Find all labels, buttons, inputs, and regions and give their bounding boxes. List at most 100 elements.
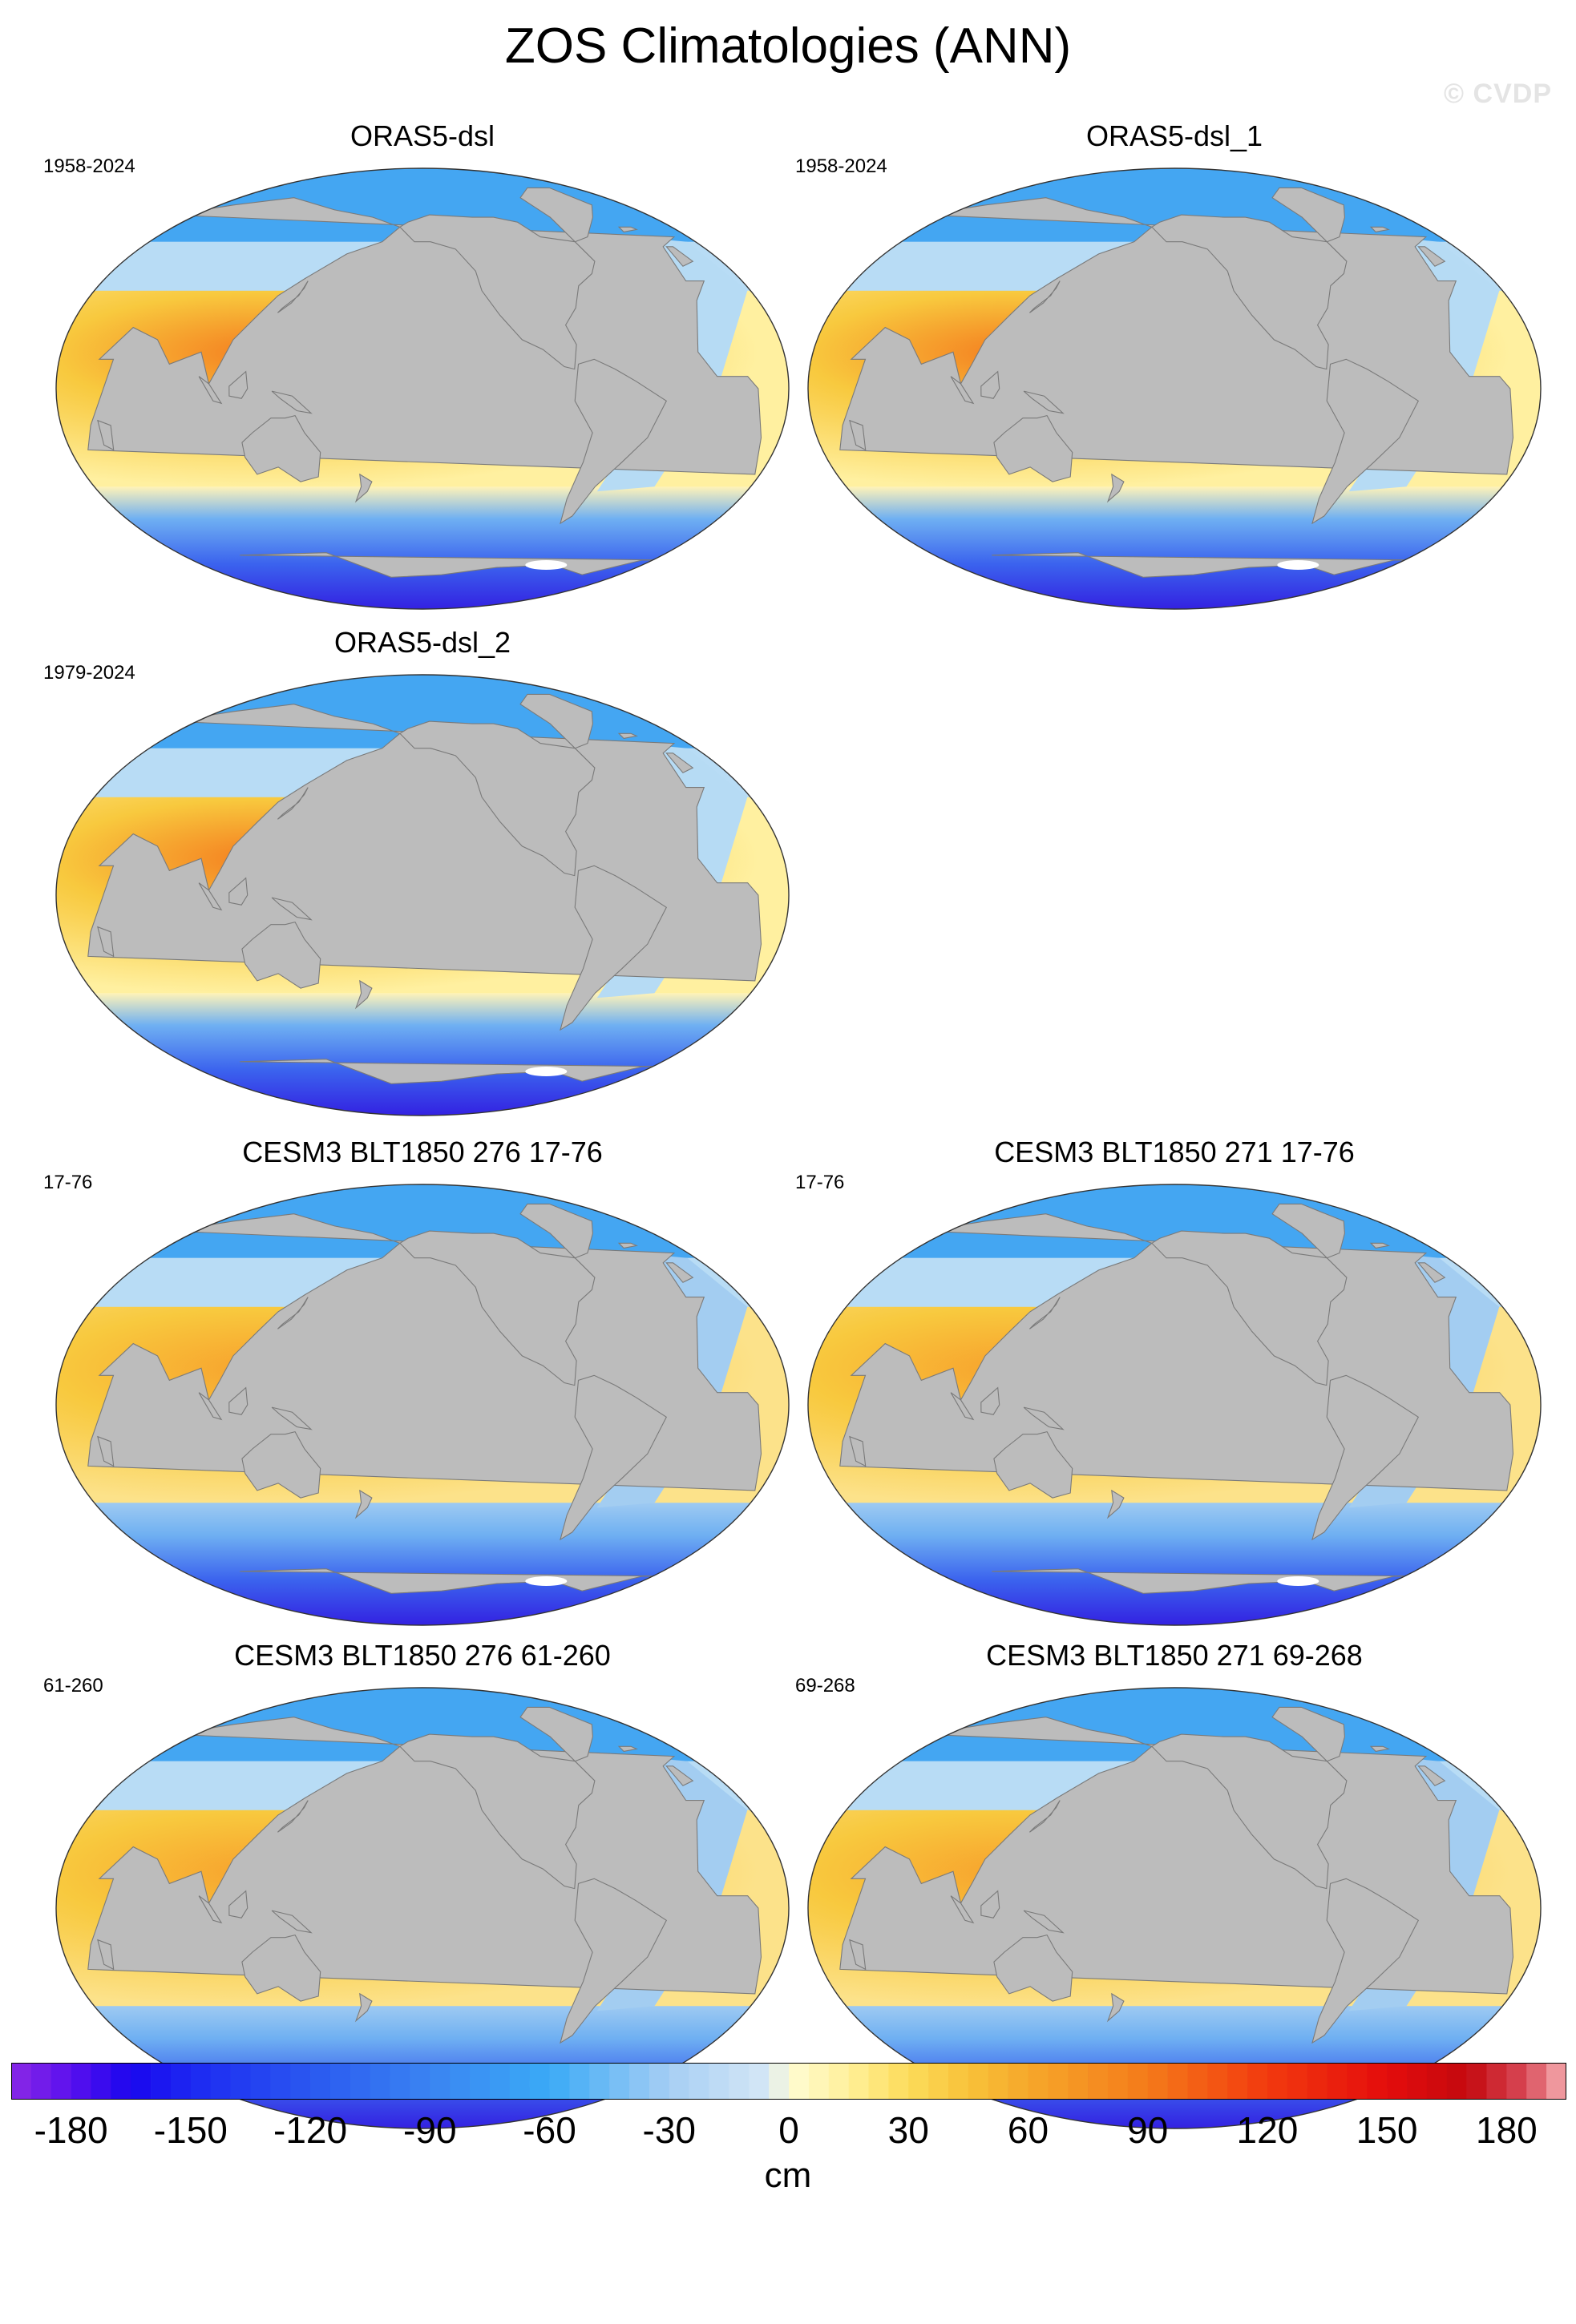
colorbar-tick-label: -60 bbox=[523, 2109, 576, 2151]
colorbar-bin bbox=[928, 2063, 949, 2100]
land-sumatra bbox=[950, 1895, 975, 1924]
colorbar-bin bbox=[669, 2063, 689, 2100]
colorbar-bin bbox=[1267, 2063, 1288, 2100]
colorbar-bin bbox=[968, 2063, 989, 2100]
colorbar-bin bbox=[30, 2063, 52, 2100]
land-japan bbox=[1029, 1297, 1061, 1329]
land-madagascar bbox=[849, 419, 867, 451]
colorbar-bin bbox=[1068, 2063, 1089, 2100]
watermark: © CVDP bbox=[1444, 79, 1552, 109]
map-border bbox=[807, 1687, 1542, 2129]
land-new-guinea bbox=[271, 1910, 313, 1934]
land-sumatra bbox=[950, 376, 975, 405]
land-iceland bbox=[617, 1745, 638, 1752]
colorbar-bin bbox=[1107, 2063, 1129, 2100]
world-map bbox=[807, 167, 1542, 610]
land-iceland bbox=[1369, 1242, 1390, 1249]
land-new-zealand bbox=[354, 1489, 373, 1519]
colorbar-bin bbox=[769, 2063, 790, 2100]
land-australia bbox=[241, 1430, 321, 1499]
land-south-america bbox=[560, 1374, 668, 1541]
colorbar-bin bbox=[1407, 2063, 1428, 2100]
colorbar-bin bbox=[450, 2063, 471, 2100]
colorbar-bin bbox=[470, 2063, 491, 2100]
land-iceland bbox=[617, 732, 638, 739]
map-panel-oras5-dsl-2: ORAS5-dsl_2 1979-2024 bbox=[43, 627, 795, 1140]
colorbar-tick-label: 180 bbox=[1476, 2109, 1538, 2151]
land-new-guinea bbox=[271, 390, 313, 414]
land-borneo bbox=[980, 1890, 1000, 1919]
land-greenland bbox=[519, 1203, 593, 1259]
land-japan bbox=[1029, 280, 1061, 313]
land-sumatra bbox=[198, 376, 223, 405]
colorbar-tick-label: 120 bbox=[1236, 2109, 1299, 2151]
colorbar-tick-label: 0 bbox=[778, 2109, 799, 2151]
colorbar-bin bbox=[290, 2063, 311, 2100]
land-australia bbox=[241, 1934, 321, 2002]
colorbar-bin bbox=[569, 2063, 590, 2100]
colorbar-bin bbox=[1008, 2063, 1028, 2100]
colorbar-bin bbox=[749, 2063, 770, 2100]
land-north-america bbox=[399, 1230, 596, 1386]
colorbar-bin bbox=[310, 2063, 331, 2100]
land-borneo bbox=[980, 1386, 1000, 1415]
land-new-guinea bbox=[271, 1406, 313, 1430]
colorbar-bin bbox=[629, 2063, 650, 2100]
land-greenland bbox=[1271, 1706, 1345, 1762]
land-japan bbox=[277, 787, 309, 820]
colorbar-bin bbox=[489, 2063, 511, 2100]
panel-years: 1958-2024 bbox=[795, 155, 887, 177]
world-map bbox=[807, 1687, 1542, 2129]
colorbar-frame bbox=[11, 2063, 1566, 2100]
panel-years: 17-76 bbox=[795, 1172, 845, 1193]
land-australia bbox=[241, 414, 321, 482]
land-new-zealand bbox=[1106, 1992, 1125, 2023]
land-new-guinea bbox=[271, 897, 313, 921]
colorbar-bin bbox=[350, 2063, 370, 2100]
colorbar-bin bbox=[430, 2063, 451, 2100]
colorbar-bin bbox=[1367, 2063, 1388, 2100]
land-new-zealand bbox=[1106, 473, 1125, 503]
land-new-zealand bbox=[1106, 1489, 1125, 1519]
land-sumatra bbox=[950, 1392, 975, 1421]
colorbar-bin bbox=[170, 2063, 192, 2100]
panel-title: ORAS5-dsl_1 bbox=[1085, 119, 1263, 152]
land-north-america bbox=[399, 720, 596, 877]
colorbar-bin bbox=[908, 2063, 929, 2100]
land-borneo bbox=[228, 1890, 249, 1919]
colorbar-bin bbox=[270, 2063, 291, 2100]
colorbar-bin bbox=[509, 2063, 530, 2100]
colorbar-bin bbox=[729, 2063, 750, 2100]
colorbar-tick-label: -30 bbox=[642, 2109, 697, 2151]
colorbar-bin bbox=[1187, 2063, 1208, 2100]
land-south-america bbox=[560, 358, 668, 525]
colorbar-tick-label: 30 bbox=[887, 2109, 929, 2151]
map-panel-oras5-dsl-1: ORAS5-dsl_1 1958-2024 bbox=[795, 119, 1547, 633]
land-greenland bbox=[519, 1706, 593, 1762]
land-australia bbox=[993, 414, 1073, 482]
colorbar-bin bbox=[230, 2063, 251, 2100]
colorbar-bin bbox=[529, 2063, 550, 2100]
land-north-america bbox=[399, 214, 596, 370]
land-madagascar bbox=[849, 1435, 867, 1467]
colorbar-bin bbox=[250, 2063, 271, 2100]
colorbar-bin bbox=[848, 2063, 869, 2100]
colorbar-bin bbox=[210, 2063, 231, 2100]
map-border bbox=[55, 167, 790, 610]
land-borneo bbox=[980, 370, 1000, 399]
panel-title: ORAS5-dsl bbox=[350, 119, 495, 152]
land-japan bbox=[277, 1297, 309, 1329]
colorbar-bin bbox=[1486, 2063, 1507, 2100]
land-iceland bbox=[617, 226, 638, 232]
panel-years: 1958-2024 bbox=[43, 155, 135, 177]
colorbar-bin bbox=[131, 2063, 152, 2100]
colorbar-tick-label: 150 bbox=[1356, 2109, 1418, 2151]
land-japan bbox=[1029, 1800, 1061, 1833]
land-uk bbox=[665, 752, 694, 773]
land-north-america bbox=[1151, 1230, 1348, 1386]
colorbar-tick-label: -90 bbox=[403, 2109, 457, 2151]
colorbar-unit: cm bbox=[764, 2156, 812, 2195]
panel-years: 1979-2024 bbox=[43, 662, 135, 684]
world-map bbox=[807, 1184, 1542, 1626]
land-sumatra bbox=[198, 1392, 223, 1421]
